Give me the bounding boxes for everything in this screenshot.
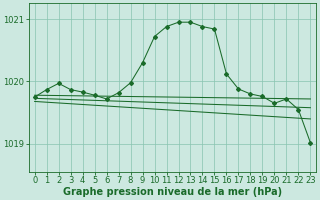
X-axis label: Graphe pression niveau de la mer (hPa): Graphe pression niveau de la mer (hPa): [63, 187, 282, 197]
